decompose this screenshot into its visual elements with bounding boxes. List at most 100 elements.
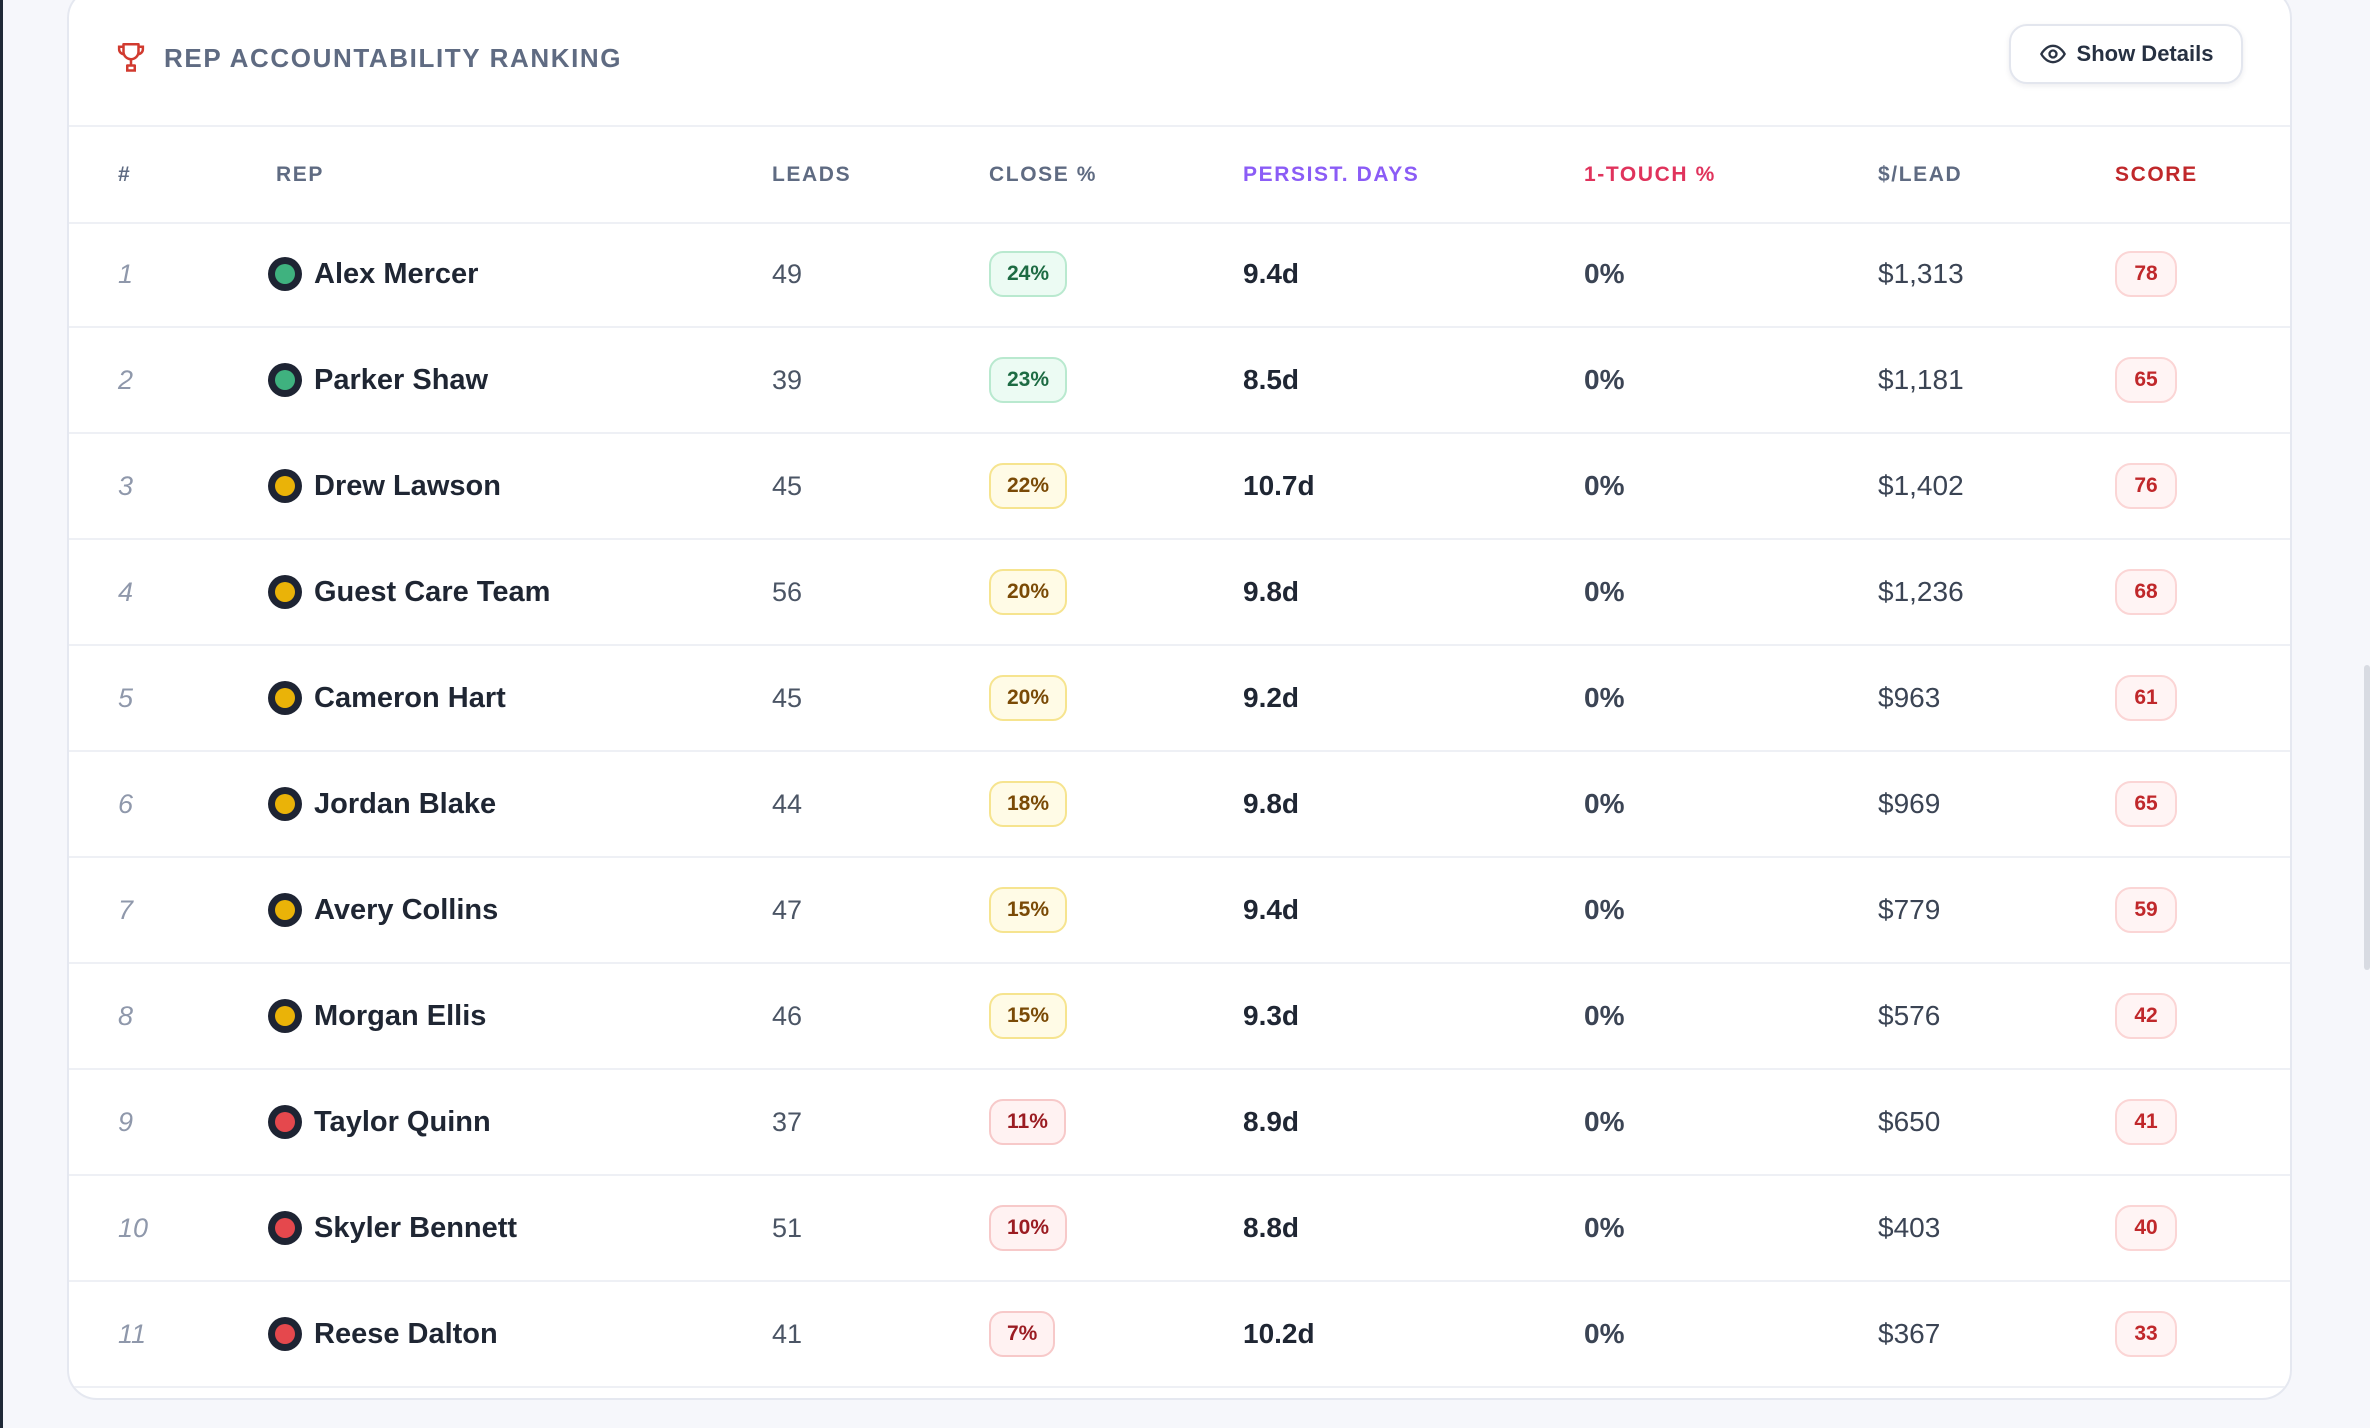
- status-dot-icon: [268, 893, 302, 927]
- score-cell: 65: [2115, 752, 2177, 856]
- col-rep-header[interactable]: REP: [276, 163, 324, 186]
- score-badge: 76: [2115, 463, 2177, 509]
- rep-name[interactable]: Parker Shaw: [314, 363, 489, 396]
- score-badge: 42: [2115, 993, 2177, 1039]
- close-cell: 22%: [989, 434, 1068, 538]
- per-lead-value: $1,181: [1878, 364, 1964, 395]
- col-score-header[interactable]: SCORE: [2115, 163, 2198, 186]
- score-badge: 33: [2115, 1311, 2177, 1357]
- rep-name[interactable]: Drew Lawson: [314, 469, 501, 502]
- per-lead-value: $367: [1878, 1318, 1941, 1349]
- per-lead-value: $779: [1878, 894, 1941, 925]
- persist-days-value: 8.8d: [1243, 1212, 1300, 1243]
- rep-cell: Morgan Ellis: [268, 964, 486, 1068]
- rep-cell: Parker Shaw: [268, 328, 488, 432]
- table-row[interactable]: 11 Reese Dalton 41 7% 10.2d 0% $367 33: [69, 1282, 2290, 1388]
- score-cell: 78: [2115, 222, 2177, 326]
- close-rate-badge: 23%: [989, 357, 1068, 403]
- leads-value: 44: [772, 788, 803, 819]
- per-lead-value: $1,402: [1878, 470, 1964, 501]
- show-details-label: Show Details: [2076, 41, 2214, 66]
- page-scrollbar[interactable]: [2364, 665, 2370, 970]
- window-left-edge: [0, 0, 3, 1428]
- score-cell: 65: [2115, 328, 2177, 432]
- rep-name[interactable]: Cameron Hart: [314, 681, 506, 714]
- table-row[interactable]: 1 Alex Mercer 49 24% 9.4d 0% $1,313 78: [69, 222, 2290, 328]
- status-dot-icon: [268, 1105, 302, 1139]
- close-rate-badge: 20%: [989, 675, 1068, 721]
- score-cell: 42: [2115, 964, 2177, 1068]
- one-touch-value: 0%: [1584, 894, 1625, 925]
- rep-cell: Drew Lawson: [268, 434, 501, 538]
- rank-number: 7: [118, 894, 134, 925]
- rank-number: 9: [118, 1106, 134, 1137]
- status-dot-icon: [268, 469, 302, 503]
- leads-value: 46: [772, 1000, 803, 1031]
- table-row[interactable]: 5 Cameron Hart 45 20% 9.2d 0% $963 61: [69, 646, 2290, 752]
- close-rate-badge: 15%: [989, 993, 1068, 1039]
- rep-name[interactable]: Jordan Blake: [314, 787, 497, 820]
- one-touch-value: 0%: [1584, 1318, 1625, 1349]
- one-touch-value: 0%: [1584, 1000, 1625, 1031]
- score-cell: 68: [2115, 540, 2177, 644]
- rep-name[interactable]: Taylor Quinn: [314, 1105, 491, 1138]
- rep-name[interactable]: Skyler Bennett: [314, 1211, 518, 1244]
- table-row[interactable]: 10 Skyler Bennett 51 10% 8.8d 0% $403 40: [69, 1176, 2290, 1282]
- rank-number: 11: [118, 1318, 147, 1349]
- persist-days-value: 9.8d: [1243, 788, 1300, 819]
- rep-cell: Taylor Quinn: [268, 1070, 491, 1174]
- rank-number: 8: [118, 1000, 134, 1031]
- table-row[interactable]: 6 Jordan Blake 44 18% 9.8d 0% $969 65: [69, 752, 2290, 858]
- rank-number: 6: [118, 788, 134, 819]
- status-dot-icon: [268, 257, 302, 291]
- rep-cell: Reese Dalton: [268, 1282, 498, 1386]
- table-row[interactable]: 3 Drew Lawson 45 22% 10.7d 0% $1,402 76: [69, 434, 2290, 540]
- rep-name[interactable]: Guest Care Team: [314, 575, 551, 608]
- close-cell: 24%: [989, 222, 1068, 326]
- persist-days-value: 9.2d: [1243, 682, 1300, 713]
- col-one-touch-header[interactable]: 1-TOUCH %: [1584, 163, 1716, 186]
- one-touch-value: 0%: [1584, 788, 1625, 819]
- col-close-header[interactable]: CLOSE %: [989, 163, 1098, 186]
- score-cell: 59: [2115, 858, 2177, 962]
- rep-name[interactable]: Avery Collins: [314, 893, 499, 926]
- table-row[interactable]: 8 Morgan Ellis 46 15% 9.3d 0% $576 42: [69, 964, 2290, 1070]
- table-row[interactable]: 4 Guest Care Team 56 20% 9.8d 0% $1,236 68: [69, 540, 2290, 646]
- rep-name[interactable]: Alex Mercer: [314, 257, 479, 290]
- col-leads-header[interactable]: LEADS: [772, 163, 852, 186]
- rep-cell: Cameron Hart: [268, 646, 506, 750]
- persist-days-value: 10.7d: [1243, 470, 1315, 501]
- status-dot-icon: [268, 1317, 302, 1351]
- rep-name[interactable]: Morgan Ellis: [314, 999, 487, 1032]
- table-row[interactable]: 9 Taylor Quinn 37 11% 8.9d 0% $650 41: [69, 1070, 2290, 1176]
- table-row[interactable]: 2 Parker Shaw 39 23% 8.5d 0% $1,181 65: [69, 328, 2290, 434]
- table-row[interactable]: 7 Avery Collins 47 15% 9.4d 0% $779 59: [69, 858, 2290, 964]
- close-cell: 20%: [989, 540, 1068, 644]
- one-touch-value: 0%: [1584, 258, 1625, 289]
- persist-days-value: 9.4d: [1243, 258, 1300, 289]
- close-cell: 20%: [989, 646, 1068, 750]
- close-cell: 11%: [989, 1070, 1066, 1174]
- rep-cell: Guest Care Team: [268, 540, 550, 644]
- show-details-button[interactable]: Show Details: [2009, 24, 2243, 84]
- score-cell: 33: [2115, 1282, 2177, 1386]
- col-per-lead-header[interactable]: $/LEAD: [1878, 163, 1963, 186]
- close-rate-badge: 22%: [989, 463, 1068, 509]
- rep-cell: Avery Collins: [268, 858, 498, 962]
- rank-number: 2: [118, 364, 134, 395]
- close-cell: 15%: [989, 858, 1068, 962]
- eye-icon: [2039, 44, 2066, 64]
- col-rank-header[interactable]: #: [118, 163, 132, 186]
- title-group: REP ACCOUNTABILITY RANKING: [116, 38, 622, 78]
- col-persist-header[interactable]: PERSIST. DAYS: [1243, 163, 1420, 186]
- rank-number: 3: [118, 470, 134, 501]
- close-rate-badge: 20%: [989, 569, 1068, 615]
- persist-days-value: 9.3d: [1243, 1000, 1300, 1031]
- per-lead-value: $650: [1878, 1106, 1941, 1137]
- status-dot-icon: [268, 1211, 302, 1245]
- score-cell: 61: [2115, 646, 2177, 750]
- table-header: # REP LEADS CLOSE % PERSIST. DAYS 1-TOUC…: [69, 125, 2290, 224]
- score-cell: 41: [2115, 1070, 2177, 1174]
- status-dot-icon: [268, 999, 302, 1033]
- rep-name[interactable]: Reese Dalton: [314, 1317, 498, 1350]
